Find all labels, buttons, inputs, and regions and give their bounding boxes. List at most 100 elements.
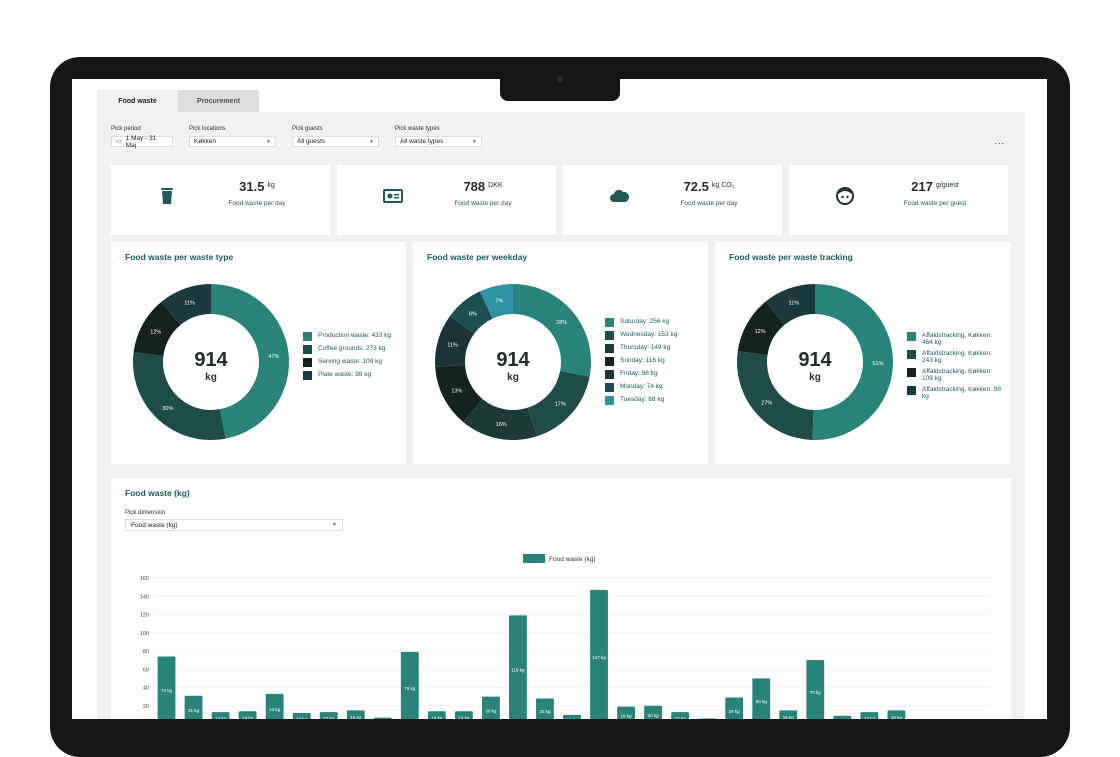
slice-label: 8% [469,311,477,317]
slice-label: 30% [162,406,173,412]
more-options-button[interactable]: ... [994,136,1005,146]
slice-label: 12% [755,329,766,335]
legend-item[interactable]: Affaldstracking, Køkken: 109 kg [907,368,1002,382]
bar-label: 9 kg [838,718,847,719]
slice-label: 28% [556,320,567,326]
legend-swatch [605,344,614,353]
chevron-down-icon: ▼ [266,139,271,145]
camera-notch [500,79,620,101]
legend-swatch [303,358,312,367]
main-panel: Pick period ▭ 1 May - 31 Maj Pick locati… [97,112,1025,719]
legend-label: Thursday: 149 kg [620,344,670,351]
guests-value: All guests [297,138,325,145]
dashboard-screen: Food waste Procurement Pick period ▭ 1 M… [72,79,1047,719]
donut-card-waste-type: Food waste per waste type 47%30%12%11%91… [111,242,406,464]
y-tick-label: 100 [140,631,149,637]
kpi-label: Food waste per day [423,200,543,207]
kpi-unit: DKK [488,182,502,189]
legend-label: Monday: 74 kg [620,383,663,390]
donut-card-tracking: Food waste per waste tracking 51%27%12%1… [715,242,1010,464]
legend-item[interactable]: Affaldstracking, Køkken: 464 kg [907,332,1002,346]
legend-swatch [605,383,614,392]
kpi-value: 31.5 [239,179,264,194]
legend-swatch [605,331,614,340]
legend-label: Friday: 98 kg [620,370,658,377]
donut-total: 914 [496,349,530,371]
legend-item[interactable]: Tuesday: 68 kg [605,396,700,405]
legend-swatch [605,396,614,405]
bar-chart: Food waste (kg)02040608010012014016074 k… [111,548,1011,719]
legend-swatch [605,357,614,366]
slice-label: 7% [495,299,503,305]
legend-label: Affaldstracking, Køkken: 464 kg [922,332,1002,346]
bar-label: 14 kg [431,716,443,719]
legend-item[interactable]: Serving waste: 109 kg [303,358,398,367]
cloud-icon [608,185,630,207]
bar-label: 19 kg [621,713,633,718]
legend-item[interactable]: Saturday: 256 kg [605,318,700,327]
bar-label: 12 kg [296,717,308,719]
card-title: Food waste per waste type [125,252,233,262]
bar-label: 30 kg [485,708,497,713]
legend-item[interactable]: Production waste: 433 kg [303,332,398,341]
period-picker[interactable]: ▭ 1 May - 31 Maj [111,136,173,147]
donut-total: 914 [194,349,228,371]
legend-item[interactable]: Monday: 74 kg [605,383,700,392]
legend-item[interactable]: Wednesday: 153 kg [605,331,700,340]
donut-total: 914 [798,349,832,371]
guests-filter: Pick guests All guests ▼ [292,126,379,147]
legend-tracking: Affaldstracking, Køkken: 464 kg Affaldstr… [907,332,1002,404]
bar-label: 147 kg [592,655,606,660]
legend-label: Food waste (kg) [549,556,596,563]
tab-procurement[interactable]: Procurement [178,90,259,112]
waste-types-filter: Pick waste types All waste types ▼ [395,126,482,147]
legend-item[interactable]: Coffee grounds: 273 kg [303,345,398,354]
legend-item[interactable]: Thursday: 149 kg [605,344,700,353]
slice-label: 13% [451,389,462,395]
bar-label: 15 kg [891,715,903,719]
bar-label: 13 kg [215,716,227,719]
legend-item[interactable]: Affaldstracking, Køkken: 243 kg [907,350,1002,364]
locations-label: Pick locations [189,126,276,132]
bar-label: 31 kg [188,708,200,713]
slice-label: 12% [150,330,161,336]
bar-label: 13 kg [864,716,876,719]
bar-label: 13 kg [675,716,687,719]
face-icon [834,185,856,207]
waste-types-label: Pick waste types [395,126,482,132]
chevron-down-icon: ▼ [472,139,477,145]
slice-label: 51% [872,361,883,367]
legend-label: Production waste: 433 kg [318,332,391,339]
kpi-label: Food waste per day [649,200,769,207]
legend-item[interactable]: Affaldstracking, Køkken: 98 kg [907,386,1002,400]
locations-select[interactable]: Køkken ▼ [189,136,276,147]
guests-select[interactable]: All guests ▼ [292,136,379,147]
tab-food-waste[interactable]: Food waste [97,90,178,112]
webcam-icon [557,76,563,82]
legend-swatch [303,371,312,380]
locations-value: Køkken [194,138,216,145]
bar-label: 28 kg [539,709,551,714]
legend-item[interactable]: Plate waste: 98 kg [303,371,398,380]
period-filter: Pick period ▭ 1 May - 31 Maj [111,126,173,147]
waste-types-select[interactable]: All waste types ▼ [395,136,482,147]
kpi-label: Food waste per day [197,200,317,207]
bar-label: 15 kg [783,715,795,719]
legend-item[interactable]: Sunday: 116 kg [605,357,700,366]
filter-bar: Pick period ▭ 1 May - 31 Maj Pick locati… [111,126,498,147]
donut-unit: kg [809,372,821,383]
kpi-unit: kg [267,182,274,189]
dimension-value: Food waste (kg) [131,522,178,529]
legend-label: Affaldstracking, Køkken: 98 kg [922,386,1002,400]
bar-label: 29 kg [729,709,741,714]
dimension-select[interactable]: Food waste (kg) ▼ [125,519,343,531]
legend-item[interactable]: Friday: 98 kg [605,370,700,379]
calendar-icon: ▭ [116,138,122,145]
legend-swatch [303,345,312,354]
pick-dimension-label: Pick dimension [125,510,165,516]
chevron-down-icon: ▼ [369,139,374,145]
bar-label: 33 kg [269,707,281,712]
